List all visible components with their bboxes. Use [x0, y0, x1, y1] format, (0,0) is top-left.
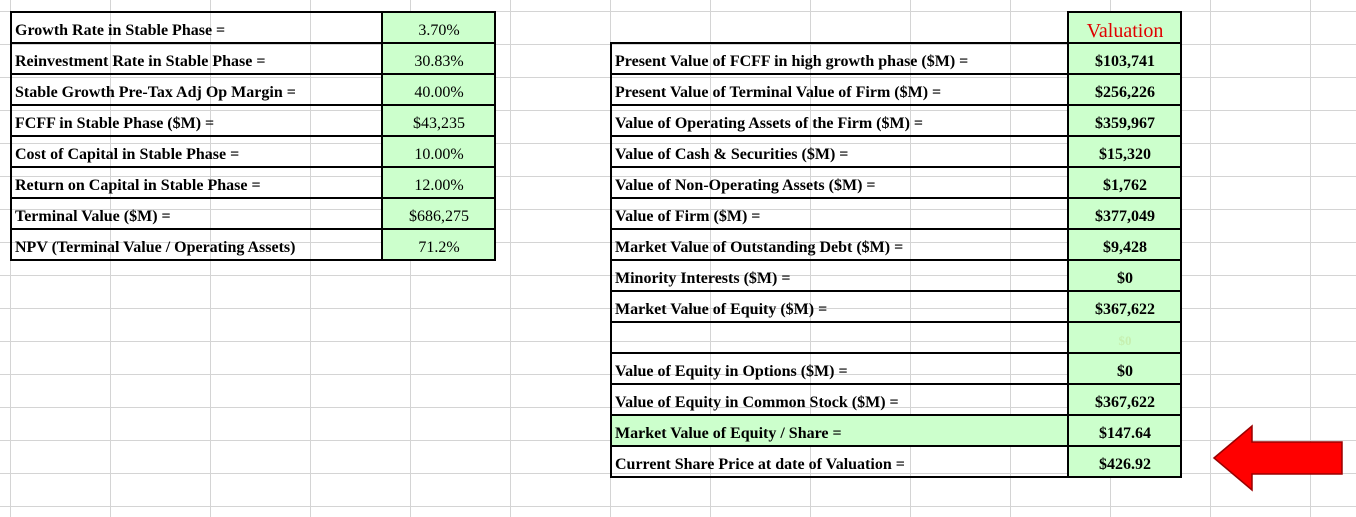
stable-label-cell[interactable]: NPV (Terminal Value / Operating Assets) [10, 228, 383, 261]
left-arrow-icon [1212, 424, 1343, 492]
valuation-value-cell[interactable]: $0 [1067, 352, 1182, 385]
stable-value-cell[interactable]: $43,235 [381, 104, 496, 137]
valuation-value-cell[interactable]: $0 [1067, 321, 1182, 354]
stable-label-cell[interactable]: Reinvestment Rate in Stable Phase = [10, 42, 383, 75]
table-row: Current Share Price at date of Valuation… [610, 445, 1182, 478]
stable-value-cell[interactable]: 10.00% [381, 135, 496, 168]
table-row: NPV (Terminal Value / Operating Assets) 7… [10, 228, 496, 261]
table-header-row: Valuation [611, 11, 1182, 44]
valuation-table: Valuation Present Value of FCFF in high … [610, 11, 1182, 478]
table-row: FCFF in Stable Phase ($M) = $43,235 [10, 104, 496, 137]
table-row: Cost of Capital in Stable Phase = 10.00% [10, 135, 496, 168]
valuation-label-cell[interactable]: Minority Interests ($M) = [610, 259, 1069, 292]
valuation-label-cell[interactable]: Value of Firm ($M) = [610, 197, 1069, 230]
valuation-label-cell[interactable] [610, 321, 1069, 354]
valuation-value-cell[interactable]: $367,622 [1067, 290, 1182, 323]
table-row: Value of Non-Operating Assets ($M) = $1,7… [610, 166, 1182, 199]
table-row: Value of Equity in Options ($M) = $0 [610, 352, 1182, 385]
stable-value-cell[interactable]: 40.00% [381, 73, 496, 106]
table-row: Return on Capital in Stable Phase = 12.00… [10, 166, 496, 199]
valuation-value-cell[interactable]: $147.64 [1067, 414, 1182, 447]
valuation-value-cell[interactable]: $256,226 [1067, 73, 1182, 106]
table-row: Value of Equity in Common Stock ($M) = $3… [610, 383, 1182, 416]
valuation-value-cell[interactable]: $367,622 [1067, 383, 1182, 416]
valuation-label-cell[interactable]: Market Value of Outstanding Debt ($M) = [610, 228, 1069, 261]
table-row: Market Value of Equity ($M) = $367,622 [610, 290, 1182, 323]
valuation-label-cell[interactable]: Present Value of Terminal Value of Firm … [610, 73, 1069, 106]
stable-value-cell[interactable]: 71.2% [381, 228, 496, 261]
table-row: Minority Interests ($M) = $0 [610, 259, 1182, 292]
table-row: Present Value of FCFF in high growth pha… [610, 42, 1182, 75]
stable-label-cell[interactable]: Return on Capital in Stable Phase = [10, 166, 383, 199]
valuation-label-cell[interactable]: Market Value of Equity ($M) = [610, 290, 1069, 323]
stable-label-cell[interactable]: Cost of Capital in Stable Phase = [10, 135, 383, 168]
valuation-value-cell[interactable]: $0 [1067, 259, 1182, 292]
valuation-value-cell[interactable]: $426.92 [1067, 445, 1182, 478]
table-row: Terminal Value ($M) = $686,275 [10, 197, 496, 230]
table-row: Market Value of Equity / Share = $147.64 [610, 414, 1182, 447]
valuation-label-cell[interactable]: Market Value of Equity / Share = [610, 414, 1069, 447]
table-row: Present Value of Terminal Value of Firm … [610, 73, 1182, 106]
table-row: Stable Growth Pre-Tax Adj Op Margin = 40.… [10, 73, 496, 106]
valuation-value-cell[interactable]: $9,428 [1067, 228, 1182, 261]
valuation-label-cell[interactable]: Value of Equity in Options ($M) = [610, 352, 1069, 385]
valuation-value-cell[interactable]: $15,320 [1067, 135, 1182, 168]
valuation-header[interactable]: Valuation [1067, 11, 1182, 44]
valuation-value-cell[interactable]: $103,741 [1067, 42, 1182, 75]
valuation-label-cell[interactable]: Value of Non-Operating Assets ($M) = [610, 166, 1069, 199]
table-row: Value of Cash & Securities ($M) = $15,320 [610, 135, 1182, 168]
stable-label-cell[interactable]: Stable Growth Pre-Tax Adj Op Margin = [10, 73, 383, 106]
valuation-value-cell[interactable]: $377,049 [1067, 197, 1182, 230]
stable-value-cell[interactable]: 30.83% [381, 42, 496, 75]
table-row: $0 [610, 321, 1182, 354]
stable-label-cell[interactable]: Growth Rate in Stable Phase = [10, 11, 383, 44]
stable-value-cell[interactable]: 12.00% [381, 166, 496, 199]
table-row: Growth Rate in Stable Phase = 3.70% [10, 11, 496, 44]
valuation-label-cell[interactable]: Value of Equity in Common Stock ($M) = [610, 383, 1069, 416]
stable-value-cell[interactable]: $686,275 [381, 197, 496, 230]
valuation-value-cell[interactable]: $359,967 [1067, 104, 1182, 137]
table-row: Market Value of Outstanding Debt ($M) = $… [610, 228, 1182, 261]
stable-value-cell[interactable]: 3.70% [381, 11, 496, 44]
valuation-label-cell[interactable]: Current Share Price at date of Valuation… [610, 445, 1069, 478]
valuation-label-cell[interactable]: Value of Cash & Securities ($M) = [610, 135, 1069, 168]
table-row: Value of Operating Assets of the Firm ($… [610, 104, 1182, 137]
table-row: Reinvestment Rate in Stable Phase = 30.83… [10, 42, 496, 75]
stable-phase-table: Growth Rate in Stable Phase = 3.70% Reinv… [10, 11, 496, 261]
valuation-label-cell[interactable]: Value of Operating Assets of the Firm ($… [610, 104, 1069, 137]
valuation-label-cell[interactable]: Present Value of FCFF in high growth pha… [610, 42, 1069, 75]
stable-label-cell[interactable]: FCFF in Stable Phase ($M) = [10, 104, 383, 137]
valuation-value-cell[interactable]: $1,762 [1067, 166, 1182, 199]
empty-cell[interactable] [611, 12, 1068, 43]
stable-label-cell[interactable]: Terminal Value ($M) = [10, 197, 383, 230]
table-row: Value of Firm ($M) = $377,049 [610, 197, 1182, 230]
